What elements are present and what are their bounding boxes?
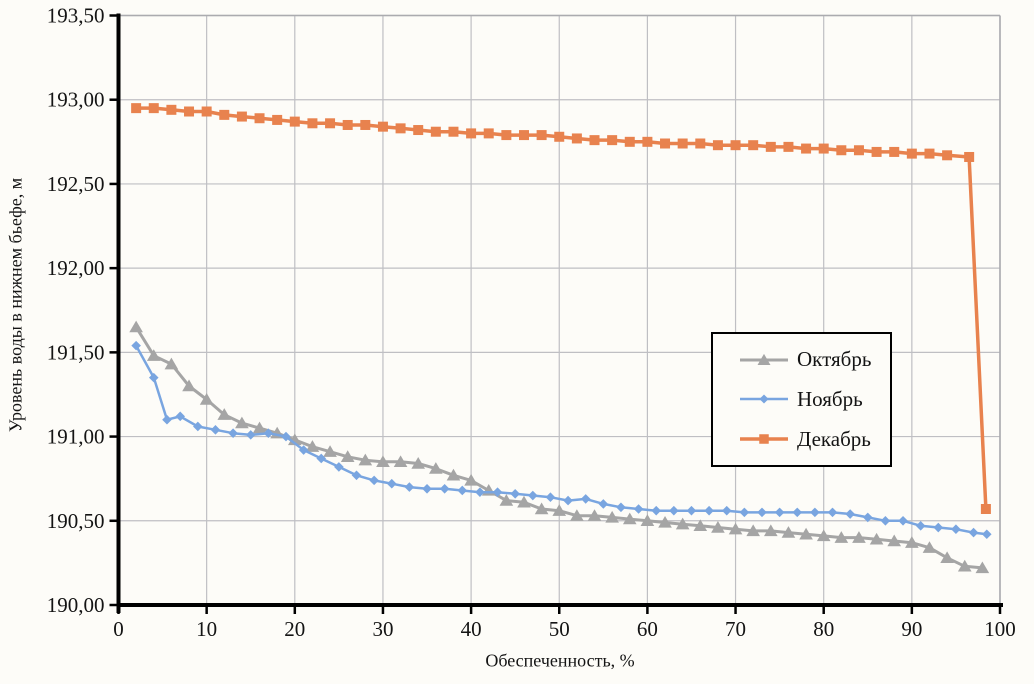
legend-item-december: Декабрь: [739, 427, 890, 452]
november-series-marker-icon: [740, 394, 788, 405]
legend-item-november: Ноябрь: [739, 387, 890, 412]
svg-text:10: 10: [196, 617, 217, 641]
svg-text:100: 100: [984, 617, 1016, 641]
svg-text:191,50: 191,50: [47, 340, 105, 364]
legend: Октябрь Ноябрь Декабрь: [711, 332, 892, 467]
tick-labels: 0 10 20 30 40 50 60 70 80 90 100 190,00 190,50 191,00…: [47, 4, 1016, 642]
svg-text:60: 60: [637, 617, 658, 641]
svg-text:0: 0: [113, 617, 124, 641]
svg-text:40: 40: [461, 617, 482, 641]
y-axis-title: Уровень воды в нижнем бьефе, м: [5, 177, 26, 433]
svg-text:192,00: 192,00: [47, 256, 105, 280]
svg-text:50: 50: [549, 617, 570, 641]
svg-text:193,50: 193,50: [47, 4, 105, 28]
series-0: [129, 320, 990, 574]
svg-text:190,50: 190,50: [47, 509, 105, 533]
svg-text:20: 20: [284, 617, 305, 641]
series-1: [131, 340, 992, 540]
series-2: [131, 103, 991, 514]
svg-text:80: 80: [813, 617, 834, 641]
tick-marks: [109, 14, 1002, 614]
svg-text:190,00: 190,00: [47, 593, 105, 617]
october-series-marker-icon: [740, 353, 788, 365]
december-series-marker-icon: [740, 434, 788, 444]
legend-label-october: Октябрь: [797, 347, 872, 372]
svg-text:192,50: 192,50: [47, 172, 105, 196]
x-axis-title: Обеспеченность, %: [485, 650, 635, 671]
legend-label-november: Ноябрь: [797, 386, 863, 411]
svg-text:90: 90: [901, 617, 922, 641]
plot-border: [118, 14, 1001, 605]
svg-text:70: 70: [725, 617, 746, 641]
svg-text:30: 30: [372, 617, 393, 641]
legend-item-october: Октябрь: [739, 347, 890, 372]
legend-label-december: Декабрь: [797, 426, 871, 451]
svg-text:193,00: 193,00: [47, 88, 105, 112]
svg-text:191,00: 191,00: [47, 425, 105, 449]
